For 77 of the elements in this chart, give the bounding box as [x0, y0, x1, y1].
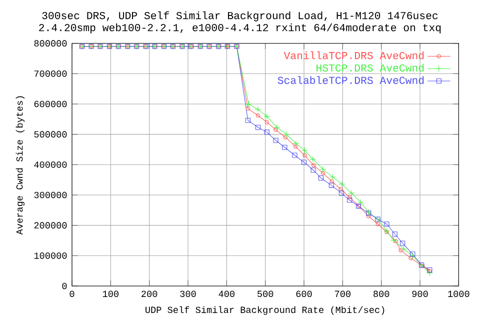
- x-tick-label: 400: [218, 290, 234, 298]
- point: [328, 182, 334, 188]
- point: [264, 120, 269, 124]
- point: [310, 168, 316, 173]
- point: [348, 190, 355, 196]
- point: [246, 101, 252, 108]
- legend-label: VanillaTCP.DRS AveCwnd: [284, 51, 424, 60]
- point: [256, 114, 260, 118]
- y-tick-label: 600000: [34, 100, 67, 108]
- point: [348, 195, 352, 200]
- point: [384, 228, 390, 234]
- point: [426, 270, 433, 276]
- point: [282, 144, 288, 150]
- point: [255, 124, 261, 130]
- point: [312, 163, 316, 168]
- point: [302, 147, 308, 154]
- x-tick-label: 500: [258, 290, 274, 298]
- x-tick-label: 200: [142, 290, 158, 298]
- x-tick-label: 600: [296, 290, 312, 298]
- legend-label: HSTCP.DRS AveCwnd: [316, 64, 424, 72]
- point: [320, 171, 325, 176]
- point: [318, 175, 324, 181]
- y-tick-label: 100000: [34, 252, 67, 259]
- point: [394, 239, 398, 244]
- x-tick-label: 0: [70, 290, 74, 298]
- point: [264, 130, 270, 135]
- point: [293, 144, 298, 148]
- y-tick-label: 0: [62, 282, 67, 290]
- point: [245, 118, 250, 123]
- y-tick-label: 500000: [34, 131, 67, 138]
- point: [320, 166, 326, 172]
- point: [366, 214, 371, 218]
- chart-title: 300sec DRS, UDP Self Similar Background Load, H1-M120 1476usec: [42, 11, 438, 22]
- x-tick-label: 700: [334, 290, 350, 298]
- legend-label: ScalableTCP.DRS AveCwnd: [278, 76, 424, 84]
- point: [274, 128, 278, 132]
- point: [400, 246, 407, 252]
- y-tick-label: 300000: [34, 192, 67, 198]
- point: [301, 160, 307, 165]
- point: [400, 240, 406, 246]
- y-tick-label: 400000: [34, 162, 67, 168]
- point: [376, 222, 380, 226]
- y-tick-label: 800000: [34, 40, 67, 46]
- point: [246, 106, 250, 111]
- x-tick-label: 1000: [448, 290, 470, 298]
- point: [338, 190, 344, 196]
- point: [338, 187, 343, 192]
- x-tick-label: 300: [180, 290, 196, 298]
- point: [292, 140, 300, 147]
- point: [273, 138, 278, 143]
- point: [410, 252, 416, 257]
- chart-subtitle: 2.4.20smp web100-2.2.1, e1000-4.4.12 rxint 64/64moderate on txq: [39, 23, 441, 34]
- point: [330, 179, 334, 184]
- point: [398, 248, 403, 252]
- y-axis-title: Average Cwnd Size (bytes): [16, 96, 25, 235]
- point: [392, 232, 398, 237]
- point: [264, 113, 270, 120]
- point: [329, 174, 336, 180]
- y-tick-label: 700000: [34, 70, 67, 77]
- point: [338, 180, 346, 188]
- point: [408, 256, 413, 260]
- point: [390, 236, 397, 244]
- point: [409, 252, 416, 260]
- point: [283, 131, 290, 138]
- point: [384, 222, 390, 227]
- point: [274, 124, 280, 131]
- point: [302, 154, 307, 158]
- x-axis-title: UDP Self Similar Background Rate (Mbit/sec): [146, 306, 384, 315]
- point: [292, 152, 298, 158]
- y-tick-label: 200000: [34, 222, 67, 228]
- x-tick-label: 900: [412, 290, 428, 298]
- point: [254, 106, 262, 113]
- point: [347, 198, 352, 203]
- point: [310, 156, 316, 162]
- point: [283, 135, 288, 140]
- x-tick-label: 800: [374, 290, 390, 298]
- x-tick-label: 100: [102, 290, 118, 298]
